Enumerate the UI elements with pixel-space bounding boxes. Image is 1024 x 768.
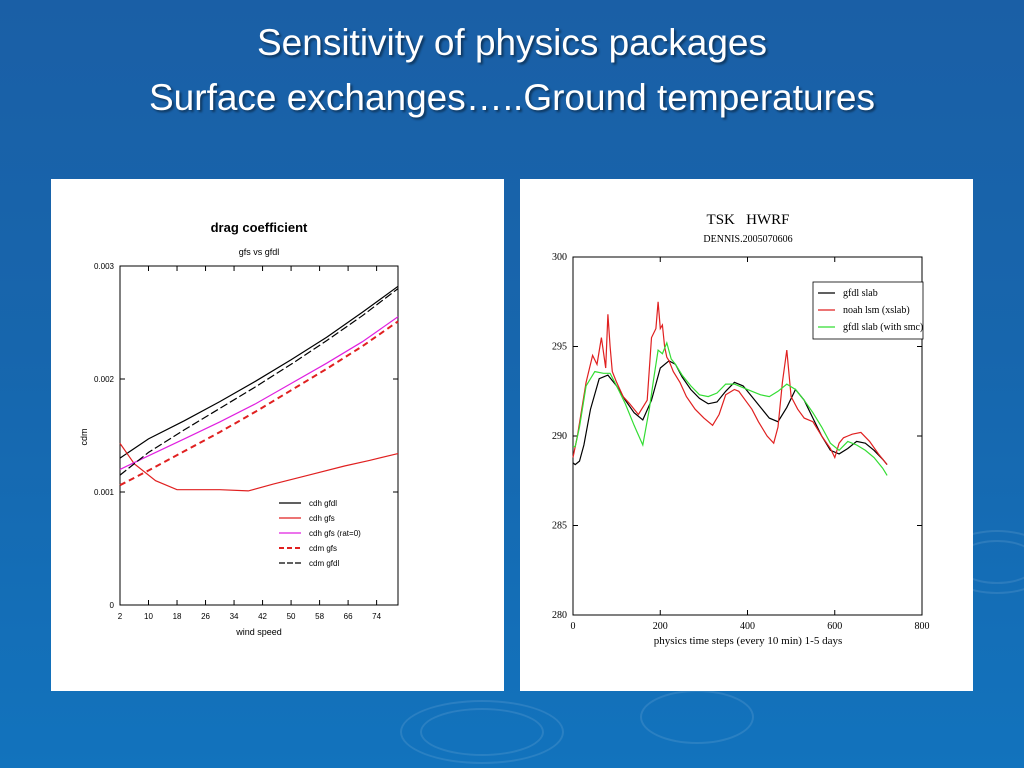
x-tick-label: 50 — [287, 612, 296, 621]
y-tick-label: 0 — [110, 601, 115, 610]
legend-label: cdm gfdl — [309, 559, 339, 568]
legend-label: cdm gfs — [309, 544, 337, 553]
decorative-ripple — [420, 708, 544, 756]
y-axis-label: cdm — [79, 428, 89, 445]
y-tick-label: 290 — [552, 431, 567, 442]
y-tick-label: 295 — [552, 342, 567, 353]
series-line-gfdl-slab — [572, 360, 888, 466]
x-tick-label: 0 — [571, 621, 576, 632]
series-line-cdm-gfs — [119, 320, 399, 487]
drag-coefficient-chart: drag coefficient gfs vs gfdl 2 10 18 26 34 42… — [79, 220, 399, 637]
y-tick-label: 0.002 — [94, 375, 115, 384]
legend-label: cdh gfs (rat=0) — [309, 529, 361, 538]
tsk-hwrf-panel: TSK HWRF DENNIS.2005070606 0 200 400 600 800… — [520, 179, 973, 691]
series-line-cdh-gfs — [119, 443, 399, 492]
x-axis-label: wind speed — [235, 627, 282, 637]
slide-title-line2: Surface exchanges…..Ground temperatures — [149, 77, 875, 118]
x-tick-label: 58 — [315, 612, 324, 621]
x-tick-label: 10 — [144, 612, 153, 621]
legend-label: gfdl slab (with smc) — [843, 322, 923, 333]
plot-frame — [119, 265, 399, 606]
series-line-cdh-gfs-rat-0- — [119, 316, 399, 470]
y-tick-label: 0.003 — [94, 262, 115, 271]
decorative-ripple — [400, 700, 564, 764]
series-line-cdh-gfdl — [119, 285, 399, 459]
x-tick-label: 2 — [118, 612, 123, 621]
series-line-noah-lsm-xslab- — [572, 301, 888, 465]
chart-subtitle: DENNIS.2005070606 — [703, 234, 792, 245]
legend-label: cdh gfdl — [309, 499, 337, 508]
y-tick-label: 0.001 — [94, 488, 115, 497]
x-axis-label: physics time steps (every 10 min) 1-5 da… — [654, 635, 843, 647]
tsk-hwrf-chart: TSK HWRF DENNIS.2005070606 0 200 400 600 800… — [552, 212, 930, 647]
drag-coefficient-panel: drag coefficient gfs vs gfdl 2 10 18 26 34 42… — [51, 179, 504, 691]
y-tick-label: 300 — [552, 252, 567, 263]
series-line-gfdl-slab-with-smc- — [573, 341, 888, 476]
legend-label: cdh gfs — [309, 514, 335, 523]
x-tick-label: 42 — [258, 612, 267, 621]
y-tick-label: 280 — [552, 610, 567, 621]
x-tick-label: 600 — [827, 621, 842, 632]
x-tick-label: 34 — [230, 612, 239, 621]
x-tick-label: 800 — [915, 621, 930, 632]
y-tick-label: 285 — [552, 521, 567, 532]
series-line-cdm-gfdl — [119, 288, 399, 476]
x-tick-label: 400 — [740, 621, 755, 632]
decorative-ripple — [640, 690, 754, 744]
legend-label: noah lsm (xslab) — [843, 305, 910, 316]
legend-label: gfdl slab — [843, 288, 878, 299]
chart-title: drag coefficient — [211, 220, 308, 235]
slide-title-line1: Sensitivity of physics packages — [256, 22, 767, 63]
x-tick-label: 26 — [201, 612, 210, 621]
x-tick-label: 18 — [173, 612, 182, 621]
x-tick-label: 74 — [372, 612, 381, 621]
chart-subtitle: gfs vs gfdl — [239, 247, 280, 257]
x-tick-label: 66 — [344, 612, 353, 621]
x-tick-label: 200 — [653, 621, 668, 632]
chart-title: TSK HWRF — [707, 212, 790, 228]
